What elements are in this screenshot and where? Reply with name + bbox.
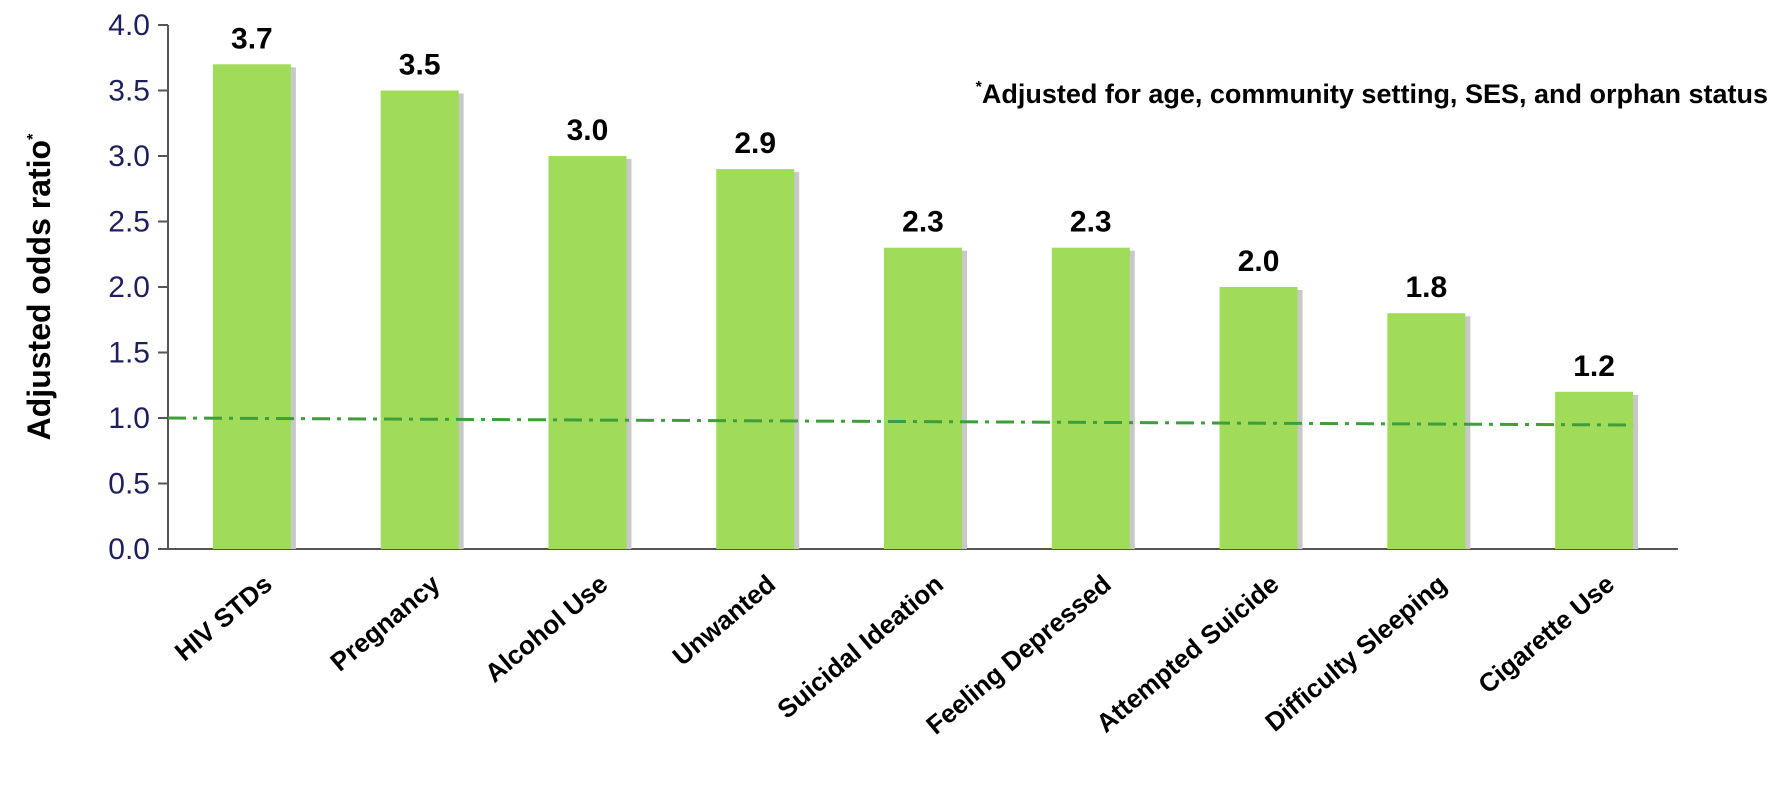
y-tick-label: 3.5 (108, 75, 150, 108)
value-label: 1.2 (1573, 350, 1615, 383)
adjustment-note: *Adjusted for age, community setting, SE… (976, 79, 1768, 109)
category-label: Pregnancy (324, 568, 446, 677)
value-label: 1.8 (1405, 271, 1447, 304)
value-label: 3.5 (399, 49, 441, 82)
bar (884, 247, 962, 549)
bar (716, 169, 795, 549)
bar (212, 64, 291, 550)
y-tick-label: 0.5 (108, 468, 150, 501)
y-tick-label: 4.0 (108, 9, 150, 42)
category-label: Suicidal Ideation (771, 569, 949, 725)
category-label: Unwanted (667, 569, 781, 672)
category-label: Cigarette Use (1472, 569, 1620, 700)
y-tick-label: 1.5 (108, 337, 150, 370)
y-tick-label: 0.0 (108, 533, 150, 566)
category-labels: HIV STDs Pregnancy Alcohol Use UnwantedSuic… (169, 568, 1620, 740)
value-labels: 3.7 3.5 3.0 2.9 2.3 2.3 2.0 1.8 1.2 (231, 22, 1615, 383)
y-axis-title: Adjusted odds ratio* (21, 133, 57, 440)
reference-line (167, 416, 1634, 427)
category-label: Attempted Suicide (1090, 569, 1284, 739)
value-label: 2.0 (1238, 245, 1280, 278)
category-label: HIV STDs (169, 569, 278, 667)
value-label: 3.7 (231, 22, 273, 55)
value-label: 2.9 (734, 127, 776, 160)
y-tick-label: 1.0 (108, 402, 150, 435)
value-label: 2.3 (902, 206, 944, 239)
y-axis-ticks: 0.0 0.5 1.0 1.5 2.0 2.5 3.0 3.5 4.0 (108, 9, 168, 566)
bar (548, 156, 627, 549)
y-tick-label: 3.0 (108, 140, 150, 173)
y-tick-label: 2.5 (108, 206, 150, 239)
category-label: Feeling Depressed (920, 569, 1116, 741)
bar (1387, 313, 1466, 549)
value-label: 3.0 (567, 114, 609, 147)
value-label: 2.3 (1070, 206, 1112, 239)
bar (380, 90, 459, 549)
bars (212, 64, 1639, 550)
bar (1219, 287, 1298, 549)
y-tick-label: 2.0 (108, 271, 150, 304)
category-label: Alcohol Use (479, 569, 613, 689)
bar (1555, 391, 1634, 549)
category-label: Difficulty Sleeping (1259, 569, 1452, 738)
bar (1051, 247, 1130, 549)
